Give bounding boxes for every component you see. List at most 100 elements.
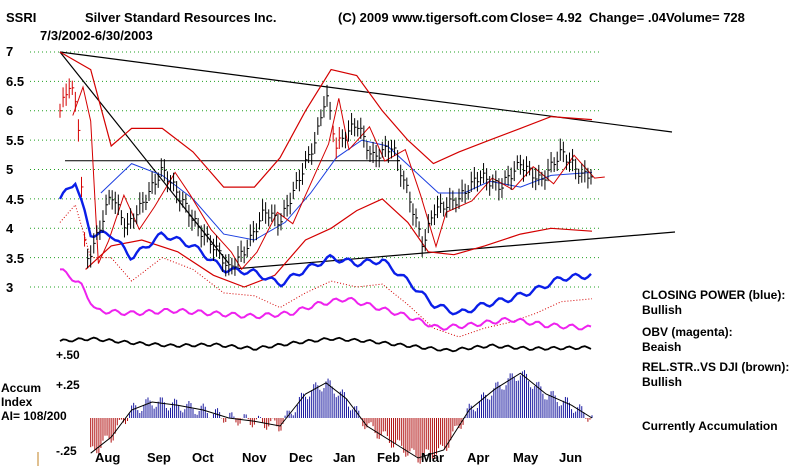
price-bar (262, 199, 265, 222)
price-bar (329, 101, 333, 120)
price-bar (225, 254, 228, 277)
price-bar (160, 158, 164, 178)
price-bar (99, 220, 102, 240)
price-bar (200, 225, 204, 248)
price-bar (194, 210, 198, 227)
price-bar (412, 203, 415, 226)
price-bar (259, 212, 262, 230)
obv-title: OBV (magenta): (642, 325, 733, 339)
indicator-lines (58, 51, 676, 353)
price-bar (575, 158, 578, 180)
price-bar (372, 141, 376, 164)
price-bar (311, 143, 314, 165)
price-bar (452, 190, 455, 210)
price-bar (231, 257, 234, 275)
y-tick-label: 5.5 (6, 133, 25, 148)
price-bar (212, 238, 216, 261)
price-bar (415, 208, 419, 228)
price-bar (68, 78, 72, 99)
downtrend-line (59, 51, 230, 264)
price-bar (295, 172, 299, 190)
price-bar (568, 152, 572, 172)
price-bar (182, 191, 185, 208)
price-bar (510, 167, 514, 190)
price-bar (289, 192, 293, 215)
price-bar (216, 235, 219, 257)
price-bar (280, 213, 283, 231)
y-tick-label: 4 (6, 221, 14, 236)
price-bar (433, 204, 437, 226)
price-bar (587, 167, 590, 189)
lower-band-line (85, 198, 593, 288)
price-bar (133, 213, 136, 229)
price-bar (437, 195, 440, 219)
price-bar (556, 151, 560, 172)
relstr-title: REL.STR..VS DJI (brown): (642, 360, 790, 374)
price-bar (507, 165, 511, 186)
x-tick-label: Dec (289, 450, 313, 465)
price-bar (559, 138, 563, 161)
price-bar (547, 158, 551, 182)
ticker-symbol: SSRI (6, 10, 37, 25)
price-bar (271, 204, 274, 222)
x-tick-label: Sep (147, 450, 171, 465)
price-bar (406, 177, 409, 194)
price-bar (495, 170, 498, 191)
price-bars (59, 78, 593, 277)
x-tick-label: Aug (95, 450, 121, 465)
price-bar (179, 190, 182, 212)
price-bar (418, 221, 422, 237)
price-bar (427, 214, 431, 234)
price-bar (249, 224, 253, 247)
accum-average-line (90, 372, 593, 459)
price-bar (234, 257, 237, 276)
price-bar (123, 218, 127, 238)
price-bar (397, 150, 400, 172)
price-bar (151, 171, 155, 194)
closing-power-value: Bullish (642, 303, 683, 317)
price-bar (59, 103, 62, 118)
price-bar (473, 166, 477, 190)
date-range: 7/3/2002-6/30/2003 (40, 28, 153, 43)
price-bar (317, 117, 320, 135)
price-bar (526, 156, 529, 177)
price-bar (470, 171, 474, 192)
price-bar (77, 119, 81, 142)
price-bar (578, 168, 581, 184)
price-bar (479, 170, 483, 185)
price-bar (111, 190, 115, 210)
price-bar (516, 155, 520, 170)
price-bar (553, 157, 557, 172)
price-bar (424, 229, 428, 252)
price-bar (341, 129, 345, 148)
closing-power-title: CLOSING POWER (blue): (642, 288, 786, 302)
price-bar (421, 236, 425, 257)
price-bar (449, 187, 452, 211)
price-bar (375, 145, 379, 168)
price-bar (65, 83, 69, 106)
price-bar (314, 131, 317, 154)
obv-line (60, 268, 592, 331)
price-bar (366, 141, 369, 160)
x-tick-label: May (513, 450, 539, 465)
price-bar (541, 171, 544, 187)
price-bar (409, 191, 412, 213)
price-bar (360, 117, 363, 139)
accum-title-line1: Accum (1, 381, 42, 395)
price-bar (301, 163, 305, 185)
price-bar (581, 163, 584, 183)
price-bar (486, 168, 489, 191)
accum-index-histogram (90, 370, 593, 464)
price-bar (461, 179, 465, 202)
price-bar (157, 172, 161, 188)
obv-value: Beaish (642, 340, 682, 354)
price-bar (446, 197, 449, 218)
price-bar (489, 176, 492, 196)
rel-strength-line (59, 336, 592, 353)
price-bar (305, 150, 308, 169)
relstr-value: Bullish (642, 375, 683, 389)
price-bar (188, 204, 191, 227)
price-bar (176, 181, 179, 204)
price-bar (532, 168, 535, 188)
price-bar (222, 253, 225, 273)
